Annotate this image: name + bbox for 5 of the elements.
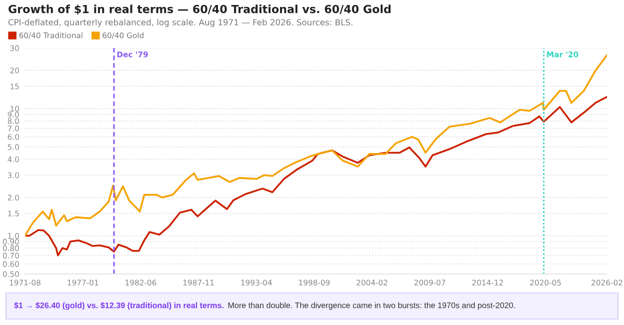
line-series xyxy=(25,96,607,256)
text: $1 → $26.40 (gold) vs. $12.39 (traditional) in real terms. xyxy=(14,302,224,310)
chart-subtitle: CPI-deflated, quarterly rebalanced, log scale. Aug 1971 — Feb 2026. Sources: BLS. xyxy=(8,18,352,28)
text: More than double. The divergence came in two bursts: the 1970s and post-2020. xyxy=(228,302,515,310)
chart-title: Growth of $1 in real terms — 60/40 Traditional vs. 60/40 Gold xyxy=(8,4,391,15)
